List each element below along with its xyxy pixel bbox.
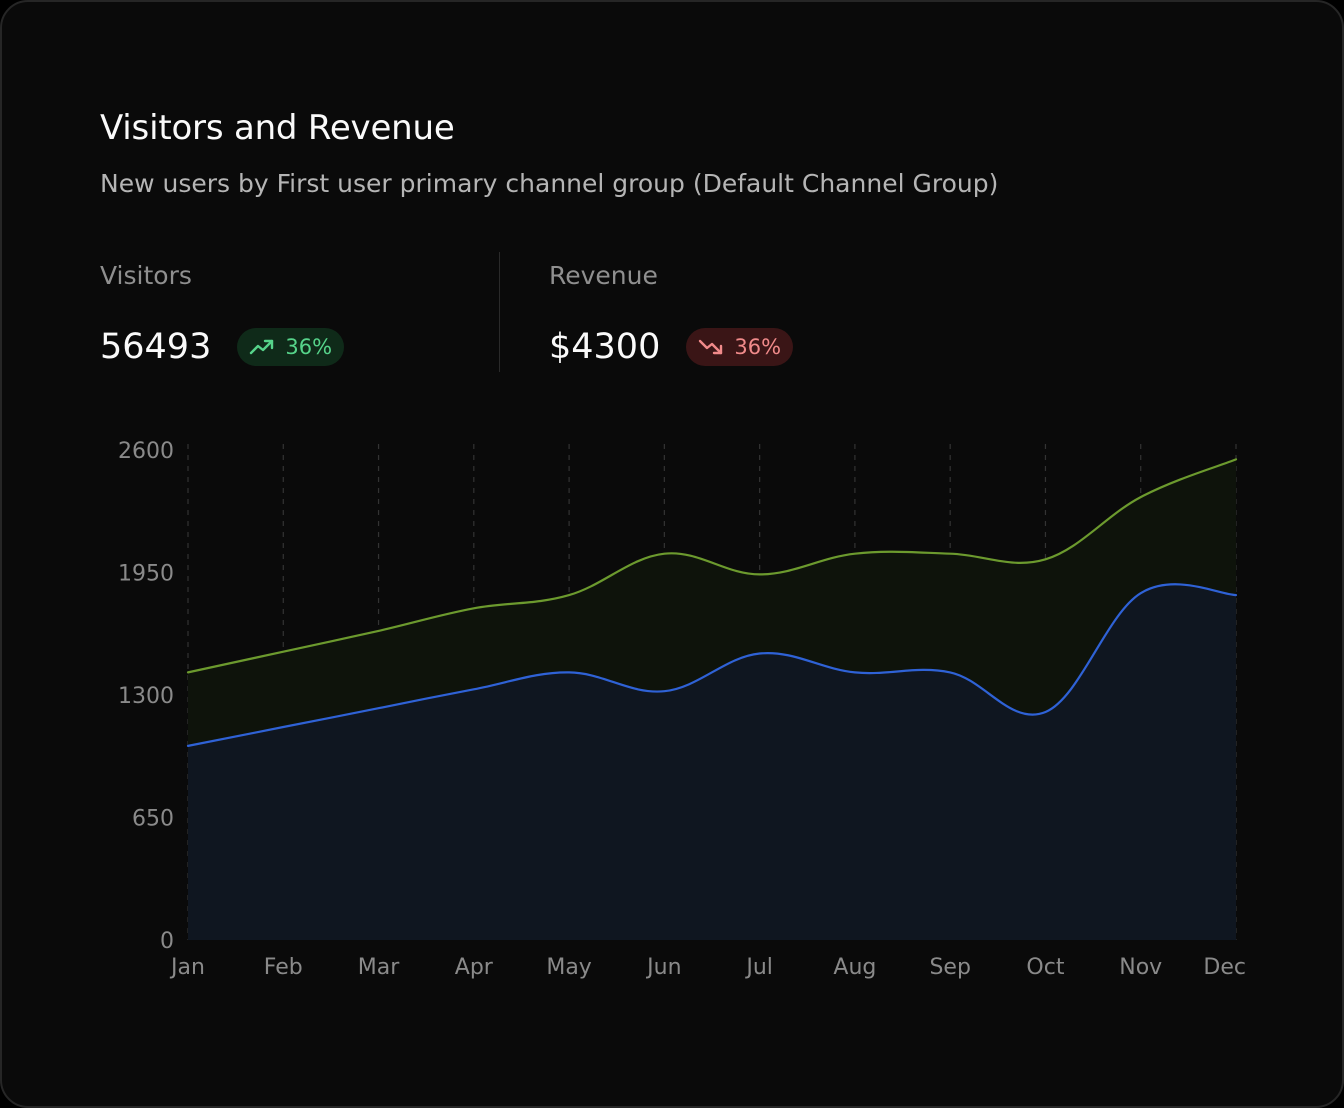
y-tick-2600: 2600 xyxy=(118,439,174,464)
area-revenue xyxy=(188,584,1236,940)
x-tick-mar: Mar xyxy=(358,955,400,980)
visitors-value: 56493 xyxy=(100,327,212,367)
line-revenue xyxy=(186,583,1238,747)
trending-down-icon xyxy=(699,339,723,355)
x-tick-oct: Oct xyxy=(1026,955,1064,980)
visitors-change-value: 36% xyxy=(285,335,333,359)
y-tick-650: 650 xyxy=(132,807,174,832)
x-tick-dec: Dec xyxy=(1203,955,1246,980)
trending-up-icon xyxy=(250,339,274,355)
x-tick-jan: Jan xyxy=(169,955,205,980)
x-tick-nov: Nov xyxy=(1119,955,1162,980)
x-tick-jul: Jul xyxy=(744,955,773,980)
y-tick-1300: 1300 xyxy=(118,684,174,709)
x-tick-sep: Sep xyxy=(929,955,970,980)
line-visitors xyxy=(186,458,1238,674)
y-tick-0: 0 xyxy=(160,929,174,954)
x-tick-feb: Feb xyxy=(264,955,303,980)
stats-divider xyxy=(499,252,500,372)
visitors-change-badge: 36% xyxy=(237,328,345,366)
revenue-stat: Revenue $4300 36% xyxy=(549,260,794,369)
card-title: Visitors and Revenue xyxy=(100,108,455,148)
visitors-stat: Visitors 56493 36% xyxy=(100,260,345,369)
revenue-value: $4300 xyxy=(549,327,661,367)
revenue-label: Revenue xyxy=(549,261,658,290)
revenue-change-value: 36% xyxy=(734,335,782,359)
revenue-change-badge: 36% xyxy=(686,328,794,366)
card-subtitle: New users by First user primary channel … xyxy=(100,169,999,198)
y-tick-1950: 1950 xyxy=(118,562,174,587)
x-tick-jun: Jun xyxy=(645,955,681,980)
x-tick-may: May xyxy=(546,955,591,980)
x-tick-apr: Apr xyxy=(455,955,494,980)
x-tick-aug: Aug xyxy=(833,955,876,980)
visitors-label: Visitors xyxy=(100,261,192,290)
